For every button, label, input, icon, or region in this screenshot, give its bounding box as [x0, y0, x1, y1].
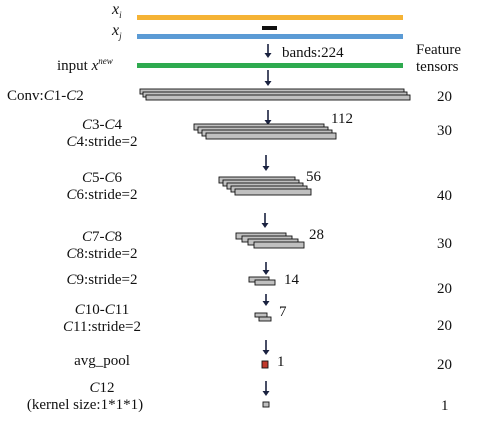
c12-label: C12: [89, 380, 115, 396]
pool-label: avg_pool: [74, 353, 130, 369]
feature-count-c3c4: 30: [437, 123, 452, 139]
input-label: input xnew: [57, 56, 113, 74]
feature-count-conv: 20: [437, 89, 452, 105]
arrow-to-c5c6: [262, 155, 270, 171]
tensor-c10c11-slice-2: [258, 316, 272, 322]
size-label-c3c4: 112: [331, 111, 353, 127]
xi-label: xi: [112, 1, 122, 21]
arrow-to-c7c8: [261, 213, 269, 228]
xj-label: xj: [112, 22, 122, 42]
feature-count-c5c6: 40: [437, 188, 452, 204]
size-label-pool: 1: [277, 354, 285, 370]
tensor-conv-slice-3: [145, 94, 411, 101]
c10c11-stride-label: C11:stride=2: [63, 319, 141, 335]
tensor-pool: [261, 360, 269, 369]
feature-count-pool: 20: [437, 357, 452, 373]
arrow-to-c12: [262, 381, 270, 396]
bands-label: bands:224: [282, 45, 344, 61]
xj-band: [137, 34, 403, 39]
arrow-input-to-conv: [264, 70, 272, 86]
tensor-c9-slice-2: [254, 279, 276, 286]
c9-label: C9:stride=2: [66, 272, 138, 288]
c5c6-label: C5-C6: [81, 170, 123, 186]
arrow-to-c9: [262, 262, 270, 275]
arrow-to-pool: [262, 340, 270, 355]
feature-count-c10c11: 20: [437, 318, 452, 334]
tensor-c7c8-slice-4: [253, 241, 305, 249]
c12-kernel-label: (kernel size:1*1*1): [26, 397, 144, 413]
size-label-c9: 14: [284, 272, 299, 288]
feature-header-line1: Feature: [416, 42, 461, 58]
c3c4-label: C3-C4: [81, 117, 123, 133]
arrow-to-c10c11: [262, 294, 270, 306]
input-band: [137, 63, 403, 68]
conv-label: Conv:C1-C2: [7, 88, 84, 104]
feature-count-c12: 1: [441, 398, 449, 414]
arrow-to-input: [264, 44, 272, 58]
size-label-c10c11: 7: [279, 304, 287, 320]
c7c8-label: C7-C8: [81, 229, 123, 245]
feature-count-c7c8: 30: [437, 236, 452, 252]
c7c8-stride-label: C8:stride=2: [66, 246, 138, 262]
size-label-c7c8: 28: [309, 227, 324, 243]
c5c6-stride-label: C6:stride=2: [66, 187, 138, 203]
xi-band: [137, 15, 403, 20]
tensor-c3c4-slice-4: [205, 132, 337, 140]
tensor-c10c11-slice-1: [254, 312, 268, 318]
feature-header-line2: tensors: [416, 59, 459, 75]
arrow-to-c3c4: [264, 110, 272, 125]
c3c4-stride-label: C4:stride=2: [66, 134, 138, 150]
xj-marker: [262, 26, 277, 30]
size-label-c5c6: 56: [306, 169, 321, 185]
tensor-c5c6-slice-5: [234, 188, 312, 196]
c10c11-label: C10-C11: [74, 302, 130, 318]
tensor-c12: [262, 401, 270, 408]
feature-count-c9: 20: [437, 281, 452, 297]
